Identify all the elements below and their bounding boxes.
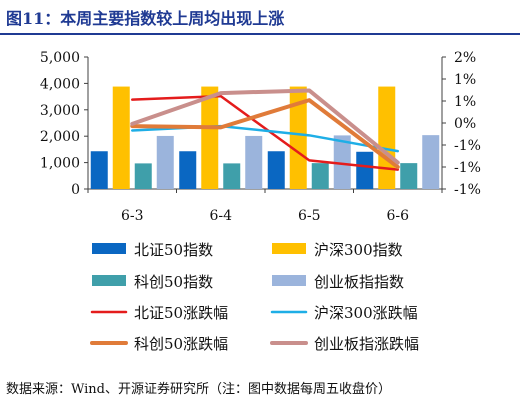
- bar-4: [156, 135, 174, 189]
- title-underline: [0, 33, 520, 35]
- right-tick-label: -1%: [454, 182, 481, 198]
- left-tick-label: 1,000: [40, 156, 80, 172]
- bar-3: [134, 163, 152, 189]
- left-tick-label: 3,000: [40, 103, 80, 119]
- left-tick-label: 2,000: [40, 129, 80, 145]
- x-tick-label: 6-4: [209, 208, 232, 224]
- bar-2: [378, 86, 396, 189]
- legend-swatch: [272, 275, 306, 286]
- bar-1: [356, 151, 374, 189]
- bar-1: [179, 151, 197, 189]
- bar-2: [289, 86, 307, 189]
- bar-1: [267, 151, 285, 189]
- bar-3: [311, 163, 329, 189]
- bar-1: [90, 151, 108, 189]
- x-tick-label: 6-5: [298, 208, 321, 224]
- bar-4: [422, 135, 440, 189]
- legend-label: 北证50涨跌幅: [134, 304, 228, 322]
- bar-4: [333, 135, 351, 189]
- legend-label: 科创50涨跌幅: [134, 335, 228, 353]
- right-tick-label: -1%: [454, 160, 481, 176]
- left-tick-label: 0: [71, 182, 80, 198]
- right-tick-label: 0%: [454, 116, 476, 132]
- x-tick-label: 6-3: [121, 208, 144, 224]
- left-tick-label: 4,000: [40, 76, 80, 92]
- legend-label: 创业板指指数: [314, 273, 404, 291]
- line-series-4: [130, 88, 400, 165]
- legend-swatch: [272, 243, 306, 254]
- left-tick-label: 5,000: [40, 50, 80, 66]
- legend-label: 沪深300涨跌幅: [314, 304, 418, 322]
- line-series-1: [131, 94, 399, 171]
- legend-label: 北证50指数: [134, 241, 213, 259]
- bar-2: [201, 86, 219, 189]
- right-tick-label: 2%: [454, 50, 476, 66]
- legend-label: 科创50指数: [134, 273, 213, 291]
- right-tick-label: 1%: [454, 94, 476, 110]
- bar-3: [223, 163, 241, 189]
- bar-4: [245, 135, 263, 189]
- line-series-3: [130, 98, 400, 169]
- chart-title: 图11：本周主要指数较上周均出现上涨: [6, 9, 285, 28]
- bar-2: [112, 86, 130, 189]
- right-tick-label: 1%: [454, 72, 476, 88]
- legend-label: 沪深300指数: [314, 241, 403, 259]
- chart: 0 1,000 2,000 3,000 4,000 5,000 2% 1% 1% 0% -1% -1%…: [40, 50, 481, 353]
- legend-label: 创业板指涨跌幅: [314, 335, 419, 353]
- source-note: 数据来源：Wind、开源证券研究所（注：图中数据每周五收盘价）: [6, 382, 391, 397]
- legend-swatch: [92, 243, 126, 254]
- right-tick-label: -1%: [454, 138, 481, 154]
- bar-3: [400, 163, 418, 189]
- x-tick-label: 6-6: [386, 208, 409, 224]
- legend-swatch: [92, 275, 126, 286]
